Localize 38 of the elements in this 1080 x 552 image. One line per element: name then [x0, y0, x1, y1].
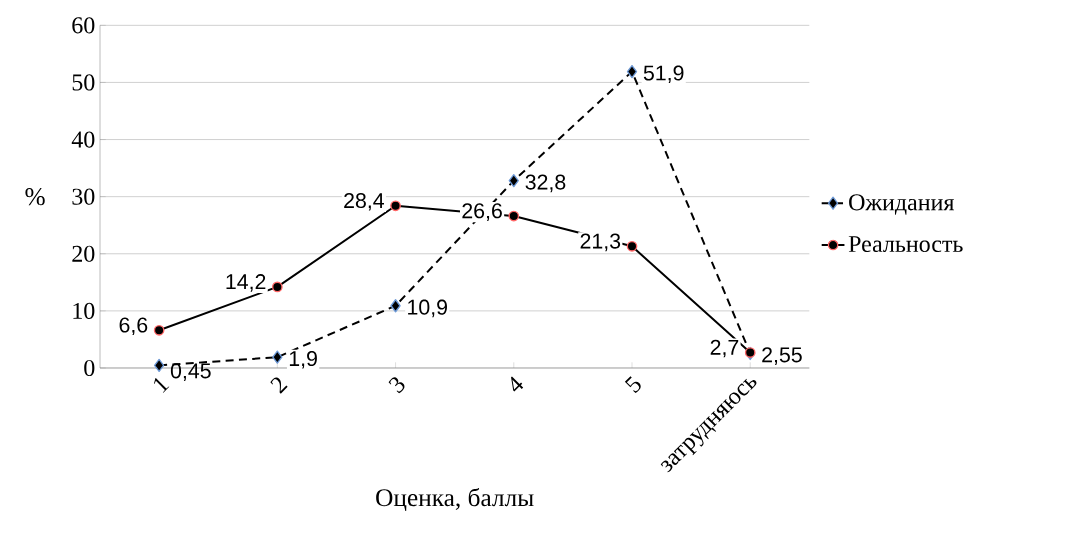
point: [390, 299, 401, 313]
y-tick-label: 20: [72, 245, 95, 262]
point: [626, 64, 638, 79]
legend-label: Реальность: [848, 236, 963, 253]
data-label: 2,55: [762, 347, 802, 365]
point: [626, 241, 638, 252]
data-label: 51,9: [643, 65, 684, 84]
point: [153, 324, 165, 336]
data-label: 28,4: [344, 192, 384, 211]
point: [390, 200, 401, 212]
point: [272, 281, 283, 293]
y-tick-label: 0: [84, 359, 95, 377]
point: [272, 350, 283, 364]
x-tick-label: 2: [270, 377, 288, 394]
data-label: 21,3: [580, 233, 621, 252]
x-tick-label: 4: [511, 376, 524, 392]
y-axis-title: %: [25, 188, 45, 206]
x-tick-label: 1: [154, 377, 170, 393]
y-tick-label: 10: [73, 302, 95, 319]
data-label: 26,6: [462, 203, 502, 221]
legend-label: Ожидания: [849, 194, 955, 215]
data-label: 10,9: [408, 299, 447, 318]
data-label: 6,6: [119, 317, 148, 336]
point: [508, 210, 520, 222]
point: [508, 174, 519, 188]
data-label: 14,2: [226, 274, 266, 292]
data-label: 32,8: [525, 174, 566, 193]
x-tick-label: 5: [624, 376, 641, 393]
y-tick-label: 60: [72, 17, 95, 34]
data-label: 2,7: [710, 339, 739, 358]
y-tick-label: 30: [72, 188, 95, 205]
data-label: 1,9: [289, 351, 317, 369]
y-tick-label: 40: [71, 131, 95, 148]
x-tick-label: 3: [388, 377, 405, 394]
x-axis-title: Оценка, баллы: [376, 487, 534, 511]
y-tick-label: 50: [72, 74, 95, 91]
point: [153, 358, 165, 373]
data-label: 0,45: [170, 363, 211, 381]
